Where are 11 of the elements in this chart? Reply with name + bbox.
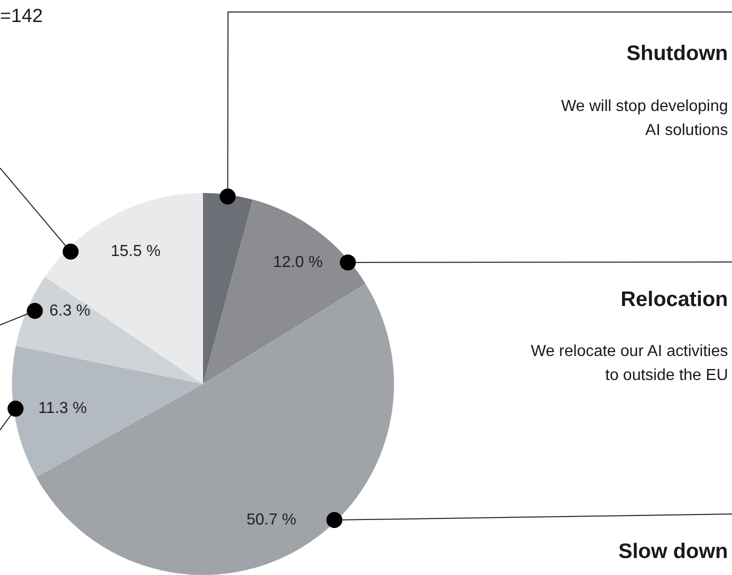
data-label: 11.3 %	[38, 400, 87, 418]
text: Shutdown	[626, 42, 728, 66]
data-label: 12.0 %	[272, 254, 323, 271]
text: We relocate our AI activities to outside the EU	[530, 342, 728, 386]
text: Relocation	[620, 288, 728, 312]
text: Slow down	[618, 540, 728, 564]
text: We will stop developing AI solutions	[560, 97, 728, 141]
text: =142	[0, 6, 43, 28]
data-label: 6.3 %	[49, 302, 90, 320]
data-label: 15.5 %	[110, 243, 161, 260]
data-label: 50.7 %	[246, 511, 296, 528]
